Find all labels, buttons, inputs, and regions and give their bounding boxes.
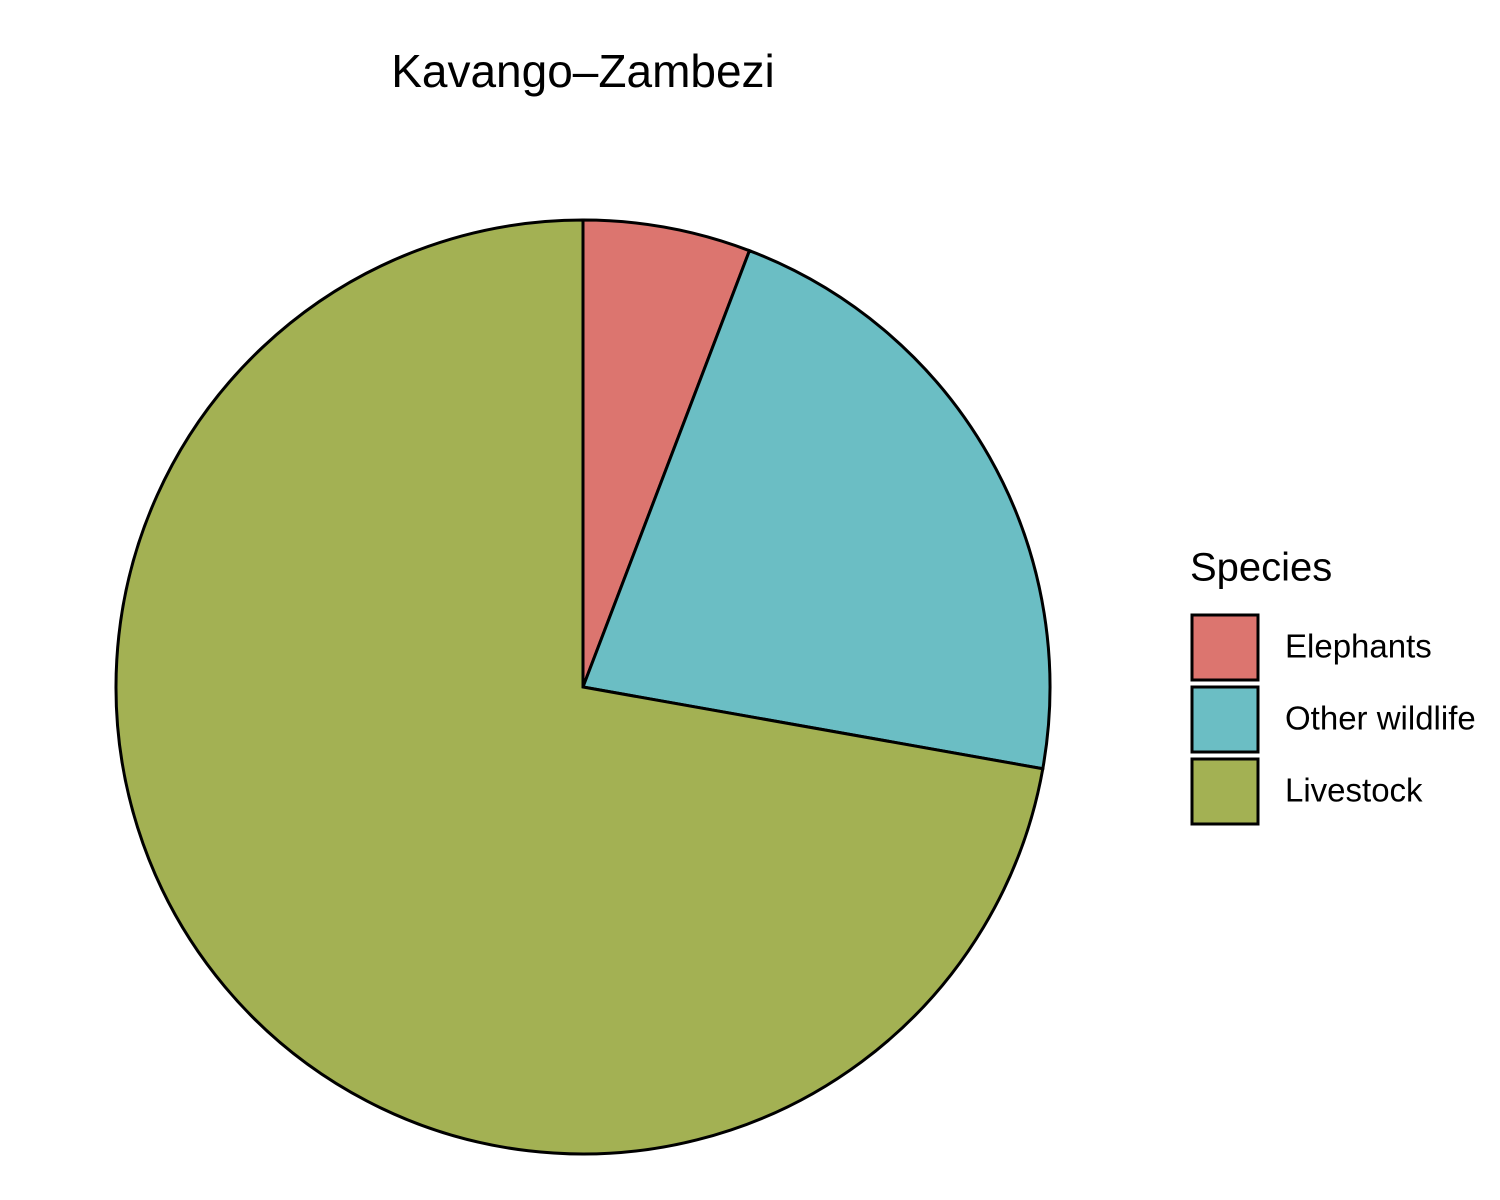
pie-slice xyxy=(580,248,1052,771)
legend-swatch xyxy=(1190,685,1260,754)
chart-title: Kavango–Zambezi xyxy=(391,45,775,97)
pie-slice xyxy=(581,218,752,688)
legend-label: Other wildlife xyxy=(1285,700,1476,737)
legend-label: Livestock xyxy=(1285,772,1423,809)
pie-slice xyxy=(114,218,1045,1156)
legend-swatch xyxy=(1190,757,1260,826)
legend-title: Species xyxy=(1190,546,1332,590)
legend-label: Elephants xyxy=(1285,628,1432,665)
legend-swatch xyxy=(1190,613,1260,682)
